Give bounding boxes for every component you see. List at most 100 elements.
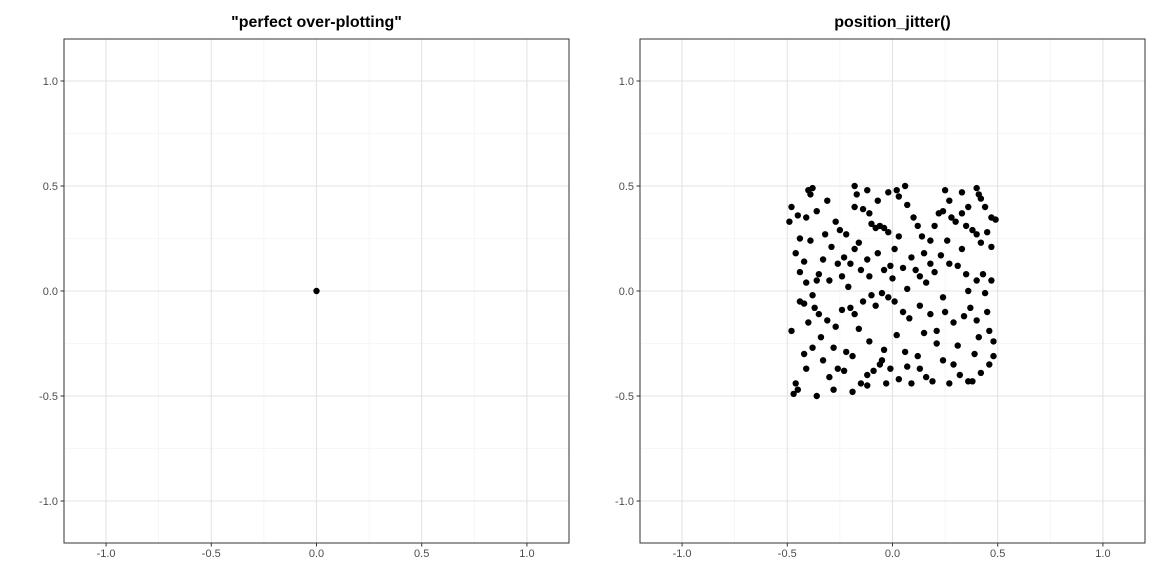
scatter-point [872, 302, 879, 309]
scatter-point [880, 346, 888, 353]
scatter-point [965, 287, 972, 295]
scatter-point [817, 334, 825, 341]
scatter-point [874, 197, 881, 204]
scatter-point [941, 187, 949, 194]
scatter-point [792, 380, 799, 387]
scatter-point [847, 304, 854, 311]
scatter-point [857, 266, 865, 274]
scatter-point [895, 233, 903, 240]
y-tick-label: 0.0 [43, 286, 58, 298]
scatter-point [899, 264, 907, 272]
scatter-point [809, 292, 816, 299]
scatter-point [992, 216, 999, 223]
scatter-point [880, 266, 888, 274]
scatter-point [313, 287, 320, 295]
scatter-point [893, 187, 900, 194]
scatter-point [813, 392, 820, 400]
scatter-point [887, 365, 894, 372]
scatter-point [800, 258, 808, 265]
scatter-point [885, 294, 892, 301]
scatter-point [950, 361, 957, 368]
scatter-point [901, 348, 909, 356]
scatter-point [864, 382, 871, 389]
scatter-point [859, 205, 867, 213]
scatter-point [855, 325, 863, 332]
scatter-point [859, 298, 867, 305]
scatter-point [967, 304, 974, 311]
scatter-point [815, 271, 823, 278]
scatter-point [794, 386, 802, 393]
scatter-point [843, 231, 850, 238]
scatter-point [792, 250, 799, 257]
x-tick-label: -1.0 [97, 548, 116, 560]
scatter-point [836, 226, 844, 234]
scatter-point [830, 344, 837, 351]
scatter-point [794, 212, 802, 219]
scatter-point [849, 388, 856, 395]
scatter-point [796, 268, 804, 276]
scatter-point [849, 352, 856, 360]
scatter-point [914, 222, 921, 230]
scatter-point [864, 371, 871, 379]
y-tick-label: 0.5 [619, 181, 634, 193]
scatter-point [990, 338, 997, 345]
scatter-point [988, 243, 995, 251]
scatter-point [895, 193, 903, 200]
scatter-point [977, 239, 985, 246]
scatter-point [805, 319, 812, 326]
scatter-point [910, 214, 917, 221]
scatter-point [807, 191, 814, 198]
scatter-point [939, 357, 947, 364]
scatter-point [931, 268, 938, 276]
scatter-point [824, 317, 831, 324]
scatter-point [946, 260, 953, 267]
scatter-point [834, 260, 841, 267]
scatter-point [891, 245, 898, 253]
scatter-point [969, 378, 976, 385]
scatter-point [866, 338, 873, 345]
scatter-point [832, 323, 839, 330]
scatter-point [878, 357, 886, 364]
scatter-point [807, 237, 814, 244]
scatter-point [815, 310, 823, 318]
scatter-point [851, 310, 858, 318]
scatter-point [922, 373, 930, 381]
scatter-point [840, 254, 848, 261]
scatter-point [904, 201, 911, 209]
scatter-point [927, 237, 934, 244]
scatter-point [950, 319, 957, 326]
scatter-point [866, 210, 873, 217]
scatter-point [893, 331, 900, 339]
scatter-point [986, 327, 993, 335]
scatter-point [788, 203, 795, 211]
scatter-point [838, 273, 846, 280]
x-tick-label: 1.0 [519, 548, 534, 560]
scatter-point [927, 260, 934, 267]
scatter-point [975, 334, 982, 341]
scatter-point [803, 279, 810, 286]
scatter-point [904, 285, 911, 293]
scatter-point [977, 369, 985, 377]
scatter-point [878, 289, 886, 297]
scatter-point [851, 182, 858, 190]
scatter-point [864, 256, 871, 263]
scatter-point [824, 197, 831, 204]
x-tick-label: 0.0 [885, 548, 900, 560]
scatter-point [800, 300, 808, 307]
scatter-point [851, 203, 858, 211]
scatter-point [851, 245, 858, 253]
scatter-point [796, 235, 804, 242]
scatter-point [880, 224, 888, 232]
scatter-point [916, 273, 924, 280]
scatter-point [819, 357, 827, 364]
scatter-point [889, 275, 896, 282]
scatter-point [965, 203, 972, 211]
chart-panel-left: -1.0 -0.5 0.0 0.5 1.0 -1.0 -0.5 0.0 0.5 1.0 "perfe… [39, 14, 570, 560]
y-tick-label: -1.0 [39, 496, 58, 508]
scatter-point [958, 210, 966, 217]
scatter-point [971, 350, 978, 358]
scatter-point [914, 352, 921, 360]
scatter-point [857, 380, 865, 387]
scatter-point [969, 226, 976, 234]
